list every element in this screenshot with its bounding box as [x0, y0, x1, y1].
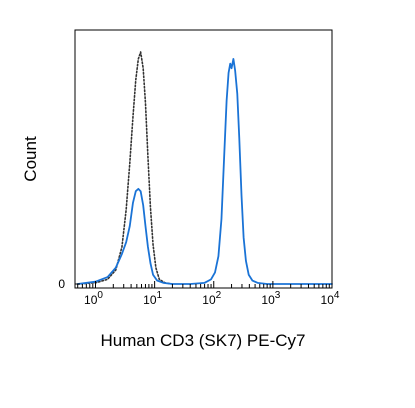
x-axis-title: Human CD3 (SK7) PE-Cy7	[100, 331, 305, 350]
x-tick-exponent: 4	[334, 290, 340, 301]
x-tick-label: 101	[143, 290, 162, 307]
x-tick-label: 100	[84, 290, 103, 307]
x-tick-base: 10	[261, 293, 275, 307]
histogram-series-solid-line	[76, 58, 333, 285]
y-axis-ticks: 0	[58, 277, 80, 291]
x-tick-exponent: 2	[216, 290, 222, 301]
x-tick-exponent: 3	[275, 290, 281, 301]
x-tick-label: 103	[261, 290, 280, 307]
x-tick-label: 104	[321, 290, 340, 307]
y-axis-title: Count	[21, 136, 40, 182]
x-tick-exponent: 1	[157, 290, 163, 301]
histogram-series-dotted-line	[76, 51, 174, 285]
x-tick-label: 102	[202, 290, 221, 307]
plot-frame	[74, 29, 333, 289]
series-layer	[76, 51, 333, 285]
y-tick-label: 0	[58, 277, 65, 291]
x-tick-base: 10	[321, 293, 335, 307]
x-tick-base: 10	[143, 293, 157, 307]
x-tick-exponent: 0	[97, 290, 103, 301]
x-tick-base: 10	[202, 293, 216, 307]
x-tick-base: 10	[84, 293, 98, 307]
x-axis-ticks: 100 101 102 103 104	[77, 281, 340, 307]
